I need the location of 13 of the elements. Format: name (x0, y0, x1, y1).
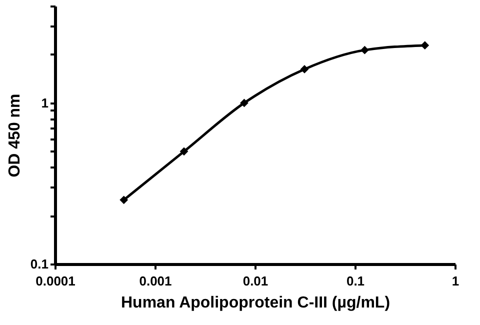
point (420, 41, 430, 50)
point (360, 46, 369, 54)
point (240, 98, 248, 108)
point (180, 147, 188, 156)
x-tick-label: 1 (452, 274, 460, 288)
point (120, 196, 128, 204)
x-tick-label: 0.1 (346, 274, 365, 288)
y-axis-title: OD 450 nm (6, 94, 24, 178)
x-tick-label: 0.001 (139, 274, 172, 288)
x-tick-label: 0.0001 (36, 274, 76, 288)
point (300, 65, 309, 74)
x-tick-label: 0.01 (242, 274, 268, 288)
x-axis-title: Human Apolipoprotein C-III (µg/mL) (120, 294, 390, 312)
